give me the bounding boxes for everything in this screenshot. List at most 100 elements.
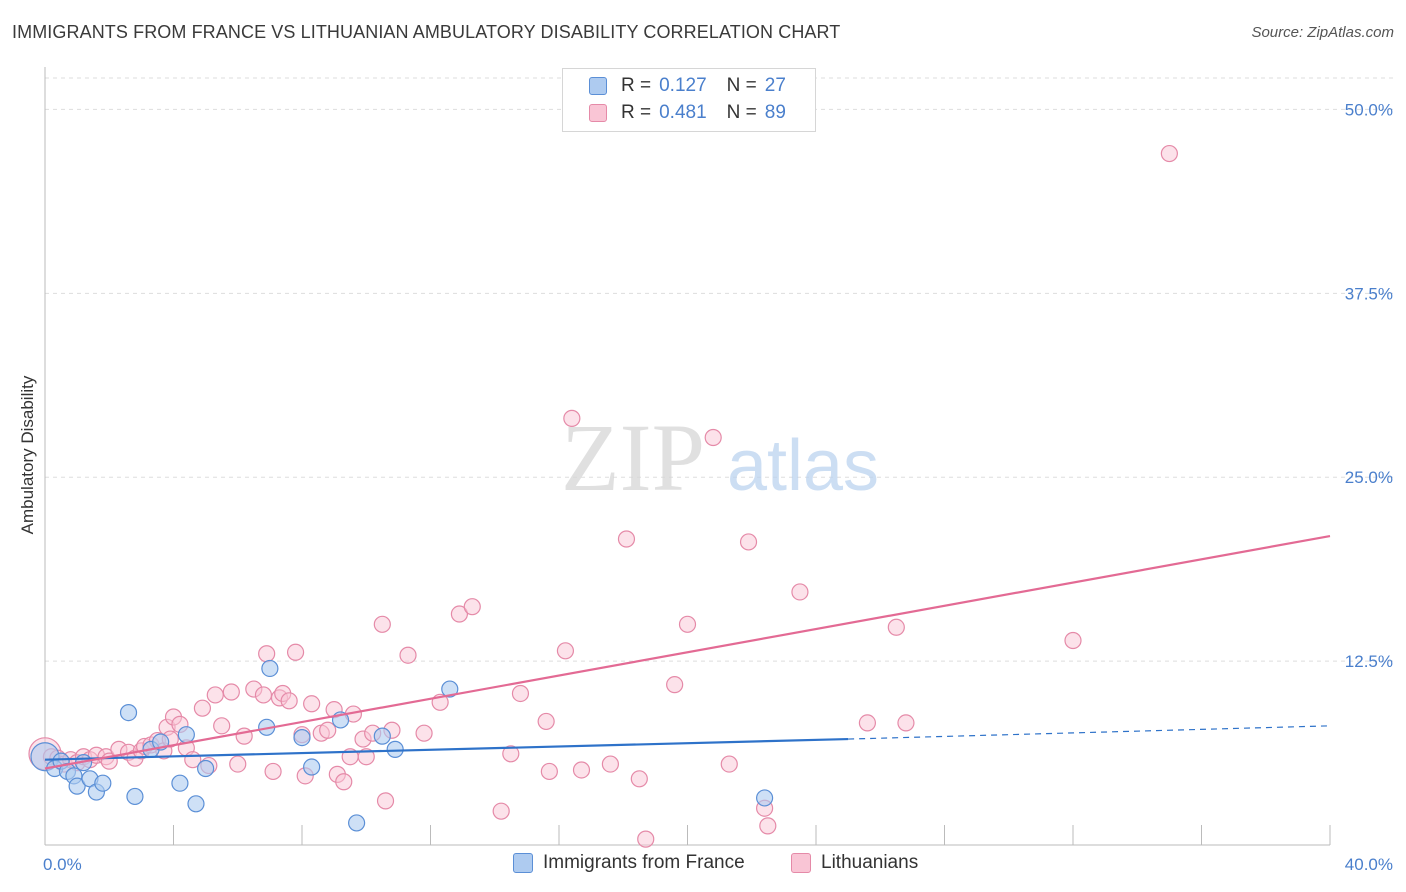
lithuanian-point [630, 770, 648, 788]
lithuanian-point [791, 583, 809, 601]
y-tick-label: 25.0% [1345, 468, 1393, 487]
lithuanian-point [450, 605, 469, 623]
lithuanian-point [617, 530, 636, 548]
legend-r-label: R = [621, 75, 652, 96]
lithuanian-point [537, 712, 555, 731]
legend-r-value: 0.481 [659, 102, 707, 123]
lithuanian-point [897, 714, 915, 732]
lithuanian-point [376, 792, 395, 810]
watermark-atlas: atlas [727, 426, 879, 506]
lithuanian-point [286, 643, 305, 661]
watermark: ZIP atlas [561, 404, 879, 511]
lithuanian-point [601, 755, 620, 773]
lithuanian-point [463, 598, 481, 616]
lithuanian-point [264, 762, 282, 781]
lithuanian-point [556, 642, 575, 660]
y-tick-label: 37.5% [1345, 284, 1393, 303]
axes [44, 67, 1331, 846]
france-point [261, 659, 279, 678]
lithuanian-point [258, 645, 276, 663]
legend-label-france: Immigrants from France [543, 852, 745, 873]
legend-swatch-blue [589, 77, 607, 95]
lithuanian-point [572, 761, 591, 779]
legend-swatch-pink [791, 853, 811, 873]
france-point [119, 703, 138, 722]
france-point [177, 726, 195, 744]
legend-row-lithuanians: R = 0.481 N = 89 [589, 101, 786, 125]
lithuanian-point [1064, 631, 1082, 650]
series-legend: Immigrants from France Lithuanians [0, 852, 1406, 878]
legend-swatch-blue [513, 853, 533, 873]
lithuanian-point [280, 692, 298, 710]
legend-item-lithuanians[interactable]: Lithuanians [791, 852, 918, 874]
lithuanian-point [193, 699, 212, 717]
legend-item-france[interactable]: Immigrants from France [513, 852, 745, 874]
trend-lines [44, 534, 1331, 770]
legend-r-label: R = [621, 102, 652, 123]
lithuanian-point [540, 762, 558, 781]
legend-n-label: N = [726, 75, 757, 96]
france-point [755, 789, 774, 807]
france-point [293, 729, 311, 747]
legend-swatch-pink [589, 104, 607, 122]
x-tick-label: 40.0% [1345, 855, 1393, 874]
lithuanian-point [415, 724, 433, 742]
legend-row-france: R = 0.127 N = 27 [589, 74, 786, 98]
y-tick-label: 12.5% [1345, 652, 1393, 671]
lithuanian-point [887, 618, 905, 636]
legend-label-lithuanians: Lithuanians [821, 852, 919, 873]
lithuanian-point [222, 683, 240, 701]
lithuanian-point [720, 755, 738, 773]
watermark-zip: ZIP [561, 404, 705, 511]
lithuanian-point [1160, 144, 1178, 163]
tick-labels: 12.5% 25.0% 37.5% 50.0% 0.0% 40.0% [43, 100, 1393, 874]
gridlines [45, 77, 1395, 662]
lithuanian-point [319, 721, 337, 739]
france-point [441, 680, 459, 698]
x-tick-label: 0.0% [43, 855, 82, 874]
lithuanian-point [492, 802, 510, 820]
france-point [94, 774, 112, 792]
lithuanian-point [254, 686, 273, 704]
legend-n-value: 89 [764, 102, 786, 123]
lithuanian-point [303, 695, 321, 713]
france-trend-extension [848, 725, 1331, 740]
france-point [171, 774, 189, 792]
france-point [187, 795, 205, 813]
france-point [303, 758, 321, 776]
france-point [373, 727, 391, 745]
france-point [68, 777, 86, 795]
chart-source: Source: ZipAtlas.com [1251, 24, 1394, 41]
france-point [197, 759, 215, 778]
lithuanian-point [213, 717, 231, 735]
lithuanian-point [502, 745, 520, 763]
france-point [348, 814, 366, 832]
lithuanian-point [357, 748, 375, 766]
lithuanian-point [373, 615, 391, 633]
france-point [386, 740, 404, 758]
lithuanian-point [229, 755, 247, 773]
lithuanian-point [511, 684, 530, 703]
lithuanian-point [858, 714, 877, 732]
chart-title: IMMIGRANTS FROM FRANCE VS LITHUANIAN AMB… [12, 22, 841, 42]
legend-r-value: 0.127 [659, 75, 707, 96]
france-point [126, 787, 144, 806]
lithuanian-trend-line [44, 534, 1331, 770]
lithuanian-point [335, 773, 353, 791]
lithuanian-point [739, 533, 758, 551]
series-france-points [30, 659, 774, 832]
correlation-legend: R = 0.127 N = 27 R = 0.481 N = 89 [562, 68, 816, 132]
y-tick-label: 50.0% [1345, 100, 1393, 119]
lithuanian-point [206, 686, 224, 704]
lithuanian-point [637, 830, 655, 848]
legend-n-value: 27 [764, 75, 786, 96]
lithuanian-point [759, 817, 777, 835]
lithuanian-point [678, 615, 697, 633]
lithuanian-point [563, 409, 581, 427]
france-trend-line [44, 737, 849, 761]
y-axis-label: Ambulatory Disability [18, 375, 37, 535]
lithuanian-point [666, 676, 684, 694]
lithuanian-point [399, 646, 417, 664]
lithuanian-point [704, 428, 722, 447]
